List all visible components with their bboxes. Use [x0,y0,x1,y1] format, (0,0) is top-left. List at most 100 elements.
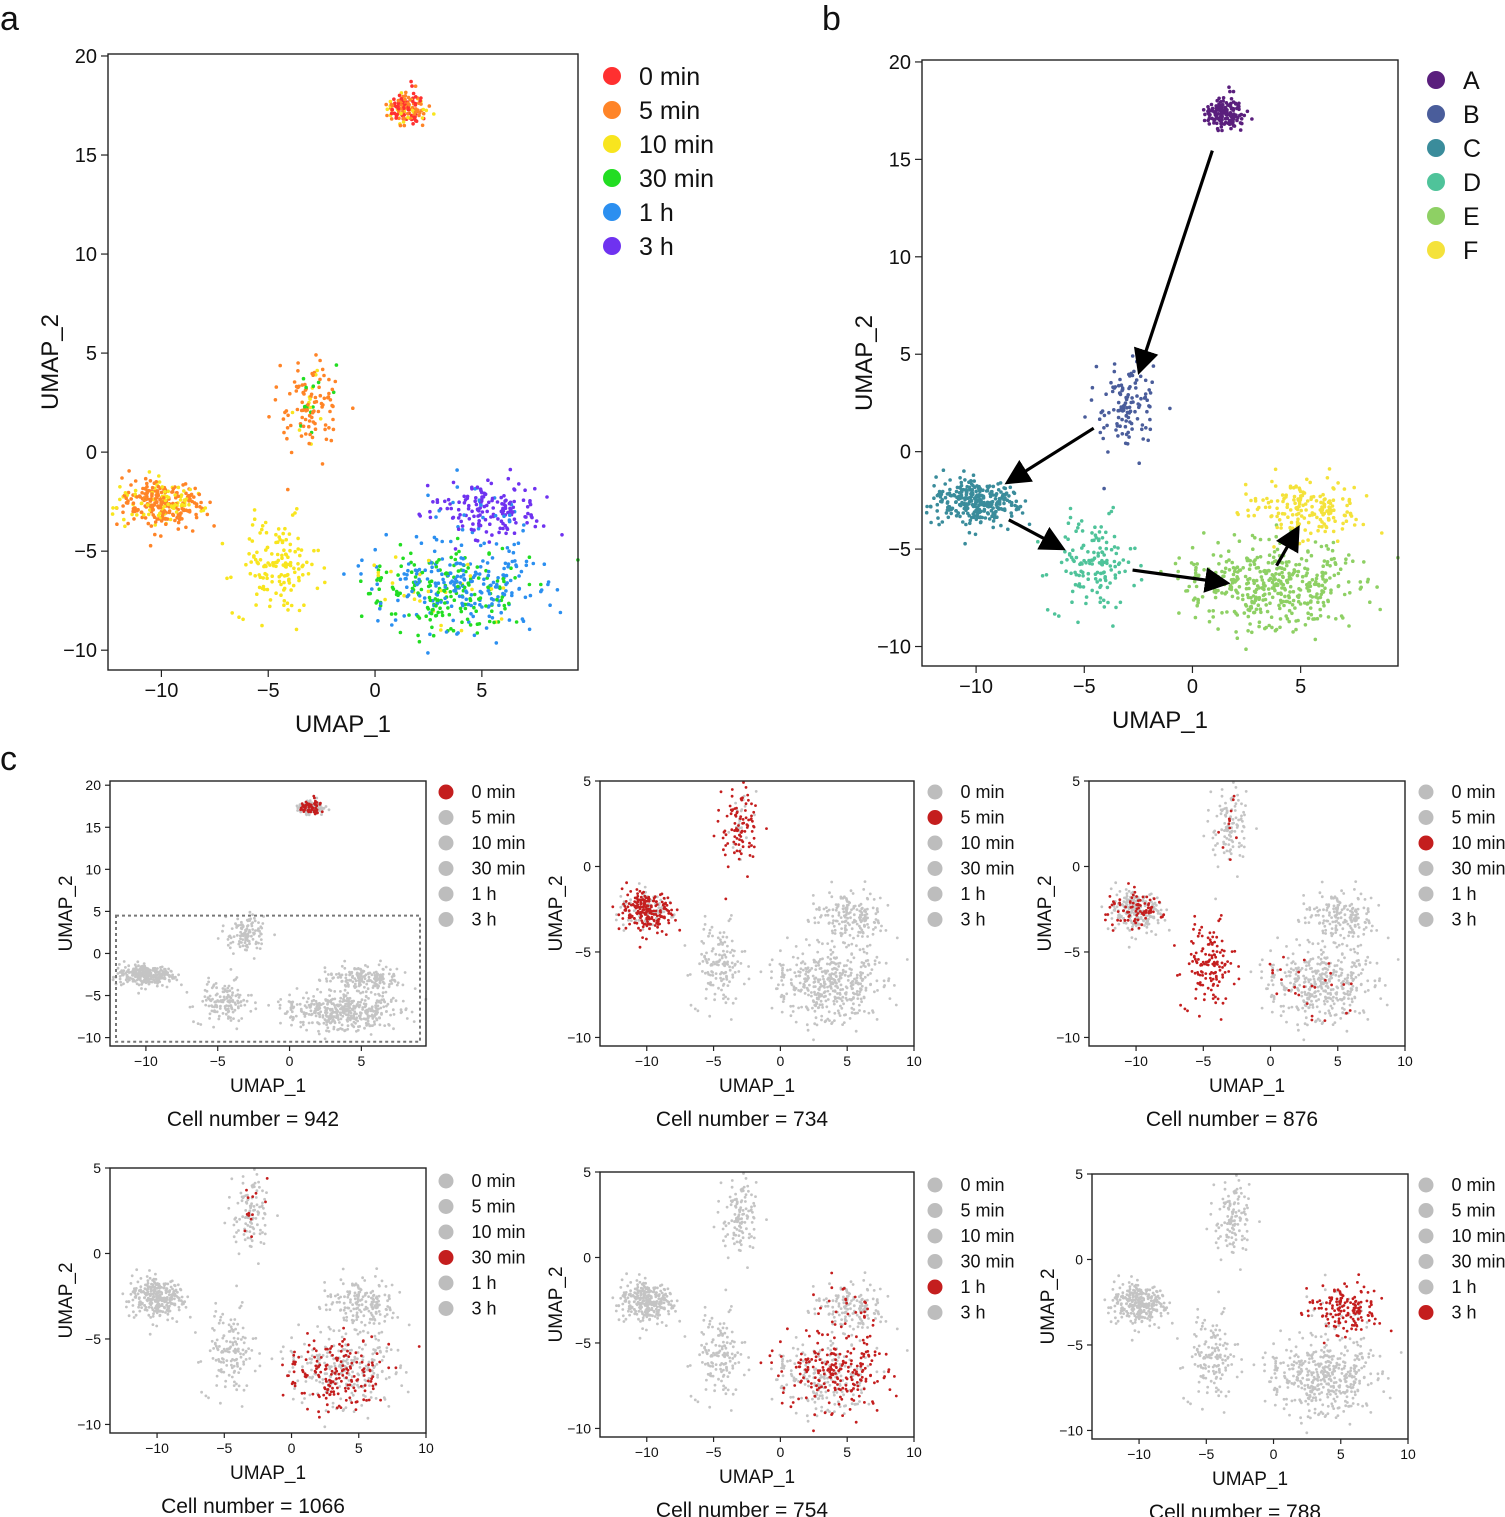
scatter-point [849,971,853,975]
scatter-point [1303,566,1307,571]
scatter-point [305,802,309,805]
scatter-point [463,606,468,611]
scatter-point [408,98,412,102]
scatter-point [1276,511,1281,516]
scatter-point [460,524,465,528]
scatter-point [313,421,317,426]
scatter-point [1315,573,1319,578]
scatter-point [839,983,843,987]
scatter-point [406,562,411,566]
scatter-point [828,1019,831,1022]
scatter-point [263,520,268,525]
scatter-point [941,468,946,473]
scatter-point [1242,611,1247,615]
scatter-point [120,476,124,480]
scatter-point [456,631,460,635]
scatter-point [860,906,864,910]
scatter-point [1009,511,1013,515]
scatter-point [785,992,789,996]
scatter-point [698,962,701,966]
scatter-point [830,895,834,899]
scatter-point [402,106,406,111]
scatter-point [844,991,848,994]
scatter-point [384,990,388,994]
scatter-point [1146,438,1150,443]
scatter-point [1270,625,1274,630]
scatter-point [411,99,415,104]
scatter-point [1084,601,1088,606]
scatter-point [840,1006,844,1010]
scatter-point [1140,427,1144,432]
scatter-point [1305,477,1309,482]
scatter-point [1124,414,1129,418]
scatter-point [176,527,181,531]
scatter-point [728,968,732,972]
scatter-point [750,830,754,833]
scatter-point [406,107,411,112]
scatter-point [231,1000,235,1003]
scatter-point [868,943,872,947]
scatter-point [322,566,327,570]
scatter-point [1014,499,1019,504]
scatter-point [793,993,797,996]
scatter-point [459,519,464,524]
scatter-point [348,978,351,982]
scatter-point [449,604,454,608]
scatter-point [252,932,256,936]
scatter-point [1173,561,1178,566]
scatter-point [744,816,748,820]
scatter-point [1018,504,1023,509]
scatter-point [1168,406,1172,411]
scatter-point [946,515,951,520]
scatter-point [319,801,322,805]
scatter-point [349,1014,353,1018]
scatter-point [410,108,415,113]
legend-label: A [1463,67,1480,95]
scatter-point [490,616,495,620]
scatter-point [1330,504,1335,508]
scatter-point [168,517,173,522]
scatter-point [797,1006,800,1010]
scatter-point [966,511,970,516]
scatter-point [374,1005,378,1009]
scatter-point [422,596,427,600]
scatter-point [145,484,149,489]
scatter-point [987,517,992,521]
scatter-point [851,921,855,924]
scatter-point [304,432,308,436]
scatter-point [726,960,729,964]
scatter-point [975,512,980,517]
scatter-point [1306,611,1310,615]
scatter-point [162,509,167,513]
scatter-point [641,928,645,931]
scatter-point [328,994,331,997]
scatter-point [451,515,456,520]
scatter-point [184,525,188,530]
scatter-point [161,517,166,521]
scatter-point [122,517,126,522]
scatter-point [258,575,263,579]
scatter-point [234,994,238,998]
scatter-point [501,526,505,531]
scatter-point [289,1015,293,1019]
scatter-point [315,368,320,373]
scatter-point [303,388,308,392]
scatter-point [199,1023,203,1026]
scatter-point [986,511,990,516]
scatter-point [467,517,472,521]
scatter-point [530,515,534,520]
scatter-point [458,606,463,611]
scatter-point [365,1012,368,1015]
scatter-point [1306,589,1311,593]
scatter-point [1287,571,1291,576]
scatter-point [1296,618,1300,623]
scatter-point [1248,622,1252,626]
scatter-point [1294,627,1298,632]
scatter-point [313,427,318,432]
scatter-point [222,990,226,994]
scatter-point [456,584,460,589]
scatter-point [1298,489,1303,494]
scatter-point [1279,600,1284,605]
scatter-point [145,980,149,984]
scatter-point [416,591,420,595]
